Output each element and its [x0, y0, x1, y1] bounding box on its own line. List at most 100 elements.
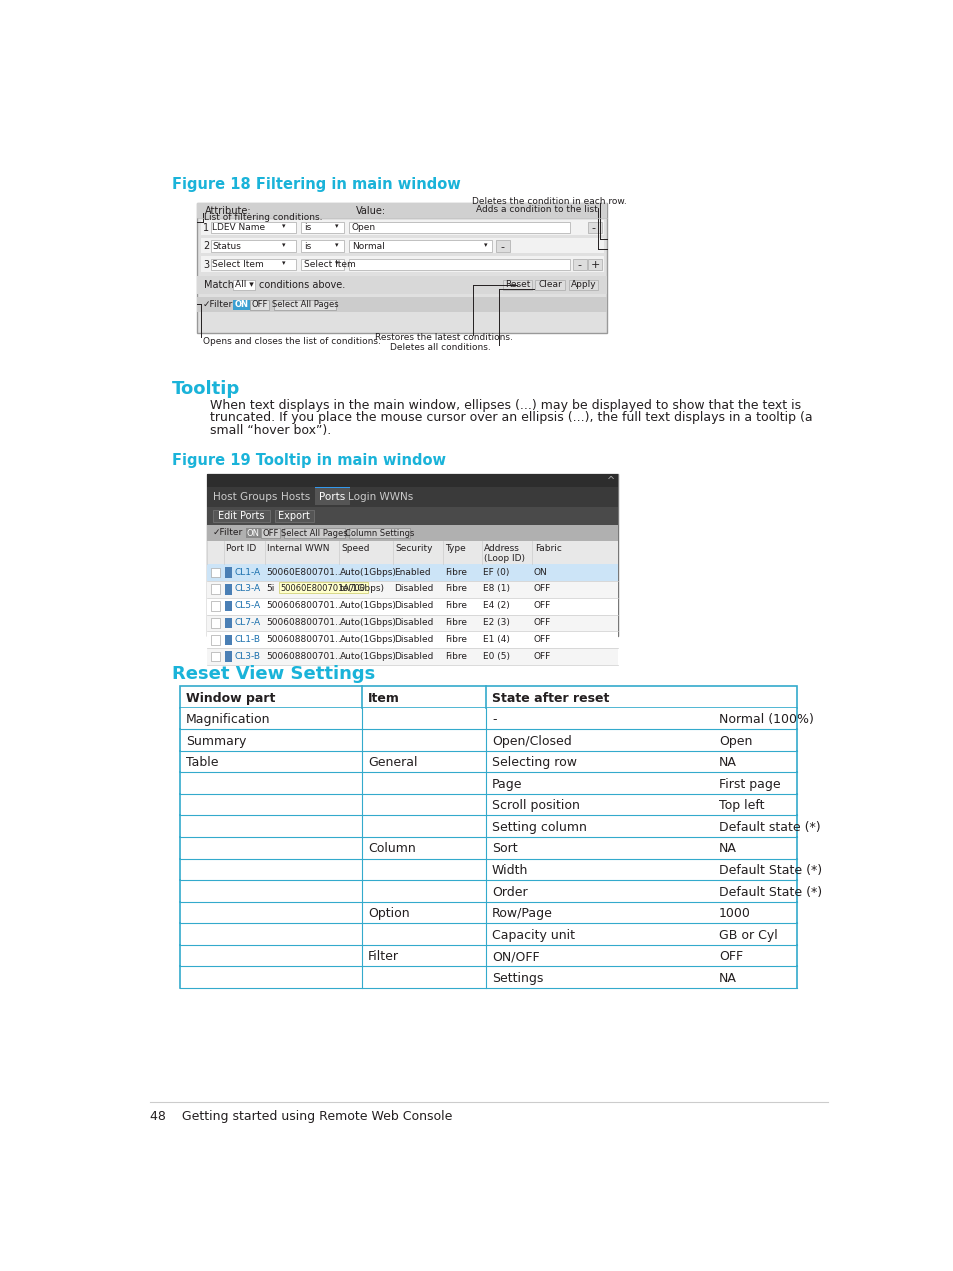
Text: 3: 3	[203, 259, 209, 269]
Text: small “hover box”).: small “hover box”).	[210, 423, 331, 436]
Text: conditions above.: conditions above.	[258, 280, 345, 290]
Text: NA: NA	[719, 756, 737, 769]
Text: Open/Closed: Open/Closed	[492, 735, 571, 747]
Text: -: -	[492, 713, 496, 726]
Text: ON: ON	[534, 568, 547, 577]
Text: Tooltip: Tooltip	[172, 380, 240, 398]
Text: First page: First page	[719, 778, 780, 791]
Text: Select Item: Select Item	[303, 261, 355, 269]
Text: CL5-A: CL5-A	[234, 601, 260, 610]
Bar	[568, 280, 598, 290]
Text: Select All Pages: Select All Pages	[272, 300, 338, 309]
Text: Fibre: Fibre	[444, 636, 466, 644]
Text: Table: Table	[186, 756, 218, 769]
Text: -: -	[500, 241, 504, 252]
Text: Edit Ports: Edit Ports	[218, 511, 265, 521]
Text: 50060E800701A700: 50060E800701A700	[280, 583, 365, 592]
Bar	[224, 618, 233, 628]
Text: ▾: ▾	[282, 224, 285, 229]
Text: -: -	[577, 261, 581, 271]
Text: Default State (*): Default State (*)	[719, 886, 821, 899]
Text: Scroll position: Scroll position	[492, 799, 579, 812]
Text: Match: Match	[204, 280, 234, 290]
Text: Default state (*): Default state (*)	[719, 821, 820, 834]
Bar	[224, 583, 233, 595]
Text: CL7-A: CL7-A	[234, 619, 260, 628]
Text: Width: Width	[492, 864, 528, 877]
Bar	[572, 259, 586, 271]
Bar	[535, 280, 564, 290]
Text: Fabric: Fabric	[534, 544, 561, 553]
Bar	[207, 507, 617, 525]
Bar	[200, 257, 603, 272]
Text: OFF: OFF	[719, 951, 742, 963]
Bar	[179, 881, 797, 901]
Text: List of filtering conditions.: List of filtering conditions.	[204, 212, 323, 221]
Text: Select All Pages: Select All Pages	[281, 529, 348, 538]
Text: Default State (*): Default State (*)	[719, 864, 821, 877]
Text: Auto(1Gbps): Auto(1Gbps)	[340, 619, 396, 628]
Bar	[179, 859, 797, 881]
Text: Address
(Loop ID): Address (Loop ID)	[484, 544, 525, 563]
Text: Disabled: Disabled	[394, 585, 434, 594]
Text: is: is	[303, 241, 311, 250]
Text: Disabled: Disabled	[394, 652, 434, 661]
Text: Adds a condition to the list: Adds a condition to the list	[476, 205, 597, 214]
Text: to(1Gbps): to(1Gbps)	[340, 585, 385, 594]
Bar	[211, 240, 295, 252]
Text: State after reset: State after reset	[492, 691, 609, 704]
Bar	[211, 568, 220, 577]
Text: -: -	[591, 224, 595, 234]
Text: Row/Page: Row/Page	[492, 907, 553, 920]
Text: 1: 1	[203, 222, 209, 233]
Bar	[179, 773, 797, 794]
Text: Opens and closes the list of conditions.: Opens and closes the list of conditions.	[203, 337, 380, 346]
Text: Disabled: Disabled	[394, 601, 434, 610]
Bar	[274, 510, 314, 522]
Bar	[284, 529, 344, 539]
Text: ▾: ▾	[282, 261, 285, 267]
Bar	[250, 300, 269, 310]
Text: Export: Export	[278, 511, 310, 521]
Text: General: General	[368, 756, 417, 769]
Bar	[502, 280, 532, 290]
Text: 500608800701...: 500608800701...	[266, 619, 344, 628]
Text: Port ID: Port ID	[226, 544, 256, 553]
Text: CL3-B: CL3-B	[234, 652, 260, 661]
Text: When text displays in the main window, ellipses (...) may be displayed to show t: When text displays in the main window, e…	[210, 399, 801, 412]
Text: +: +	[590, 261, 599, 271]
Text: Apply: Apply	[570, 281, 596, 290]
Bar	[314, 487, 349, 488]
Text: Filter: Filter	[368, 951, 398, 963]
Text: OFF: OFF	[262, 529, 278, 538]
Text: Security: Security	[395, 544, 433, 553]
Text: OFF: OFF	[534, 652, 551, 661]
Text: E8 (1): E8 (1)	[483, 585, 510, 594]
Bar	[207, 474, 617, 487]
Text: Figure 19 Tooltip in main window: Figure 19 Tooltip in main window	[172, 452, 445, 468]
Text: ▾: ▾	[335, 261, 338, 267]
Text: Window part: Window part	[186, 691, 275, 704]
Text: Fibre: Fibre	[444, 585, 466, 594]
Bar	[211, 652, 220, 661]
Bar	[301, 240, 344, 252]
Bar	[348, 259, 569, 271]
Text: is: is	[303, 224, 311, 233]
Text: ✓Filter: ✓Filter	[203, 300, 233, 309]
Text: CL3-A: CL3-A	[234, 585, 260, 594]
Text: Auto(1Gbps): Auto(1Gbps)	[340, 568, 396, 577]
Text: ▾: ▾	[282, 241, 285, 248]
Text: OFF: OFF	[251, 300, 268, 309]
Text: 50060E800701...: 50060E800701...	[266, 568, 344, 577]
Text: Open: Open	[352, 224, 375, 233]
Bar	[224, 652, 233, 662]
Text: ✓Filter: ✓Filter	[213, 529, 243, 538]
Text: Normal: Normal	[352, 241, 384, 250]
Text: Host Groups: Host Groups	[213, 492, 276, 502]
Text: 500608800701...: 500608800701...	[266, 636, 344, 644]
Text: Fibre: Fibre	[444, 568, 466, 577]
Bar	[348, 222, 569, 234]
Bar	[196, 276, 607, 294]
Text: 1000: 1000	[719, 907, 750, 920]
Text: Column Settings: Column Settings	[345, 529, 414, 538]
